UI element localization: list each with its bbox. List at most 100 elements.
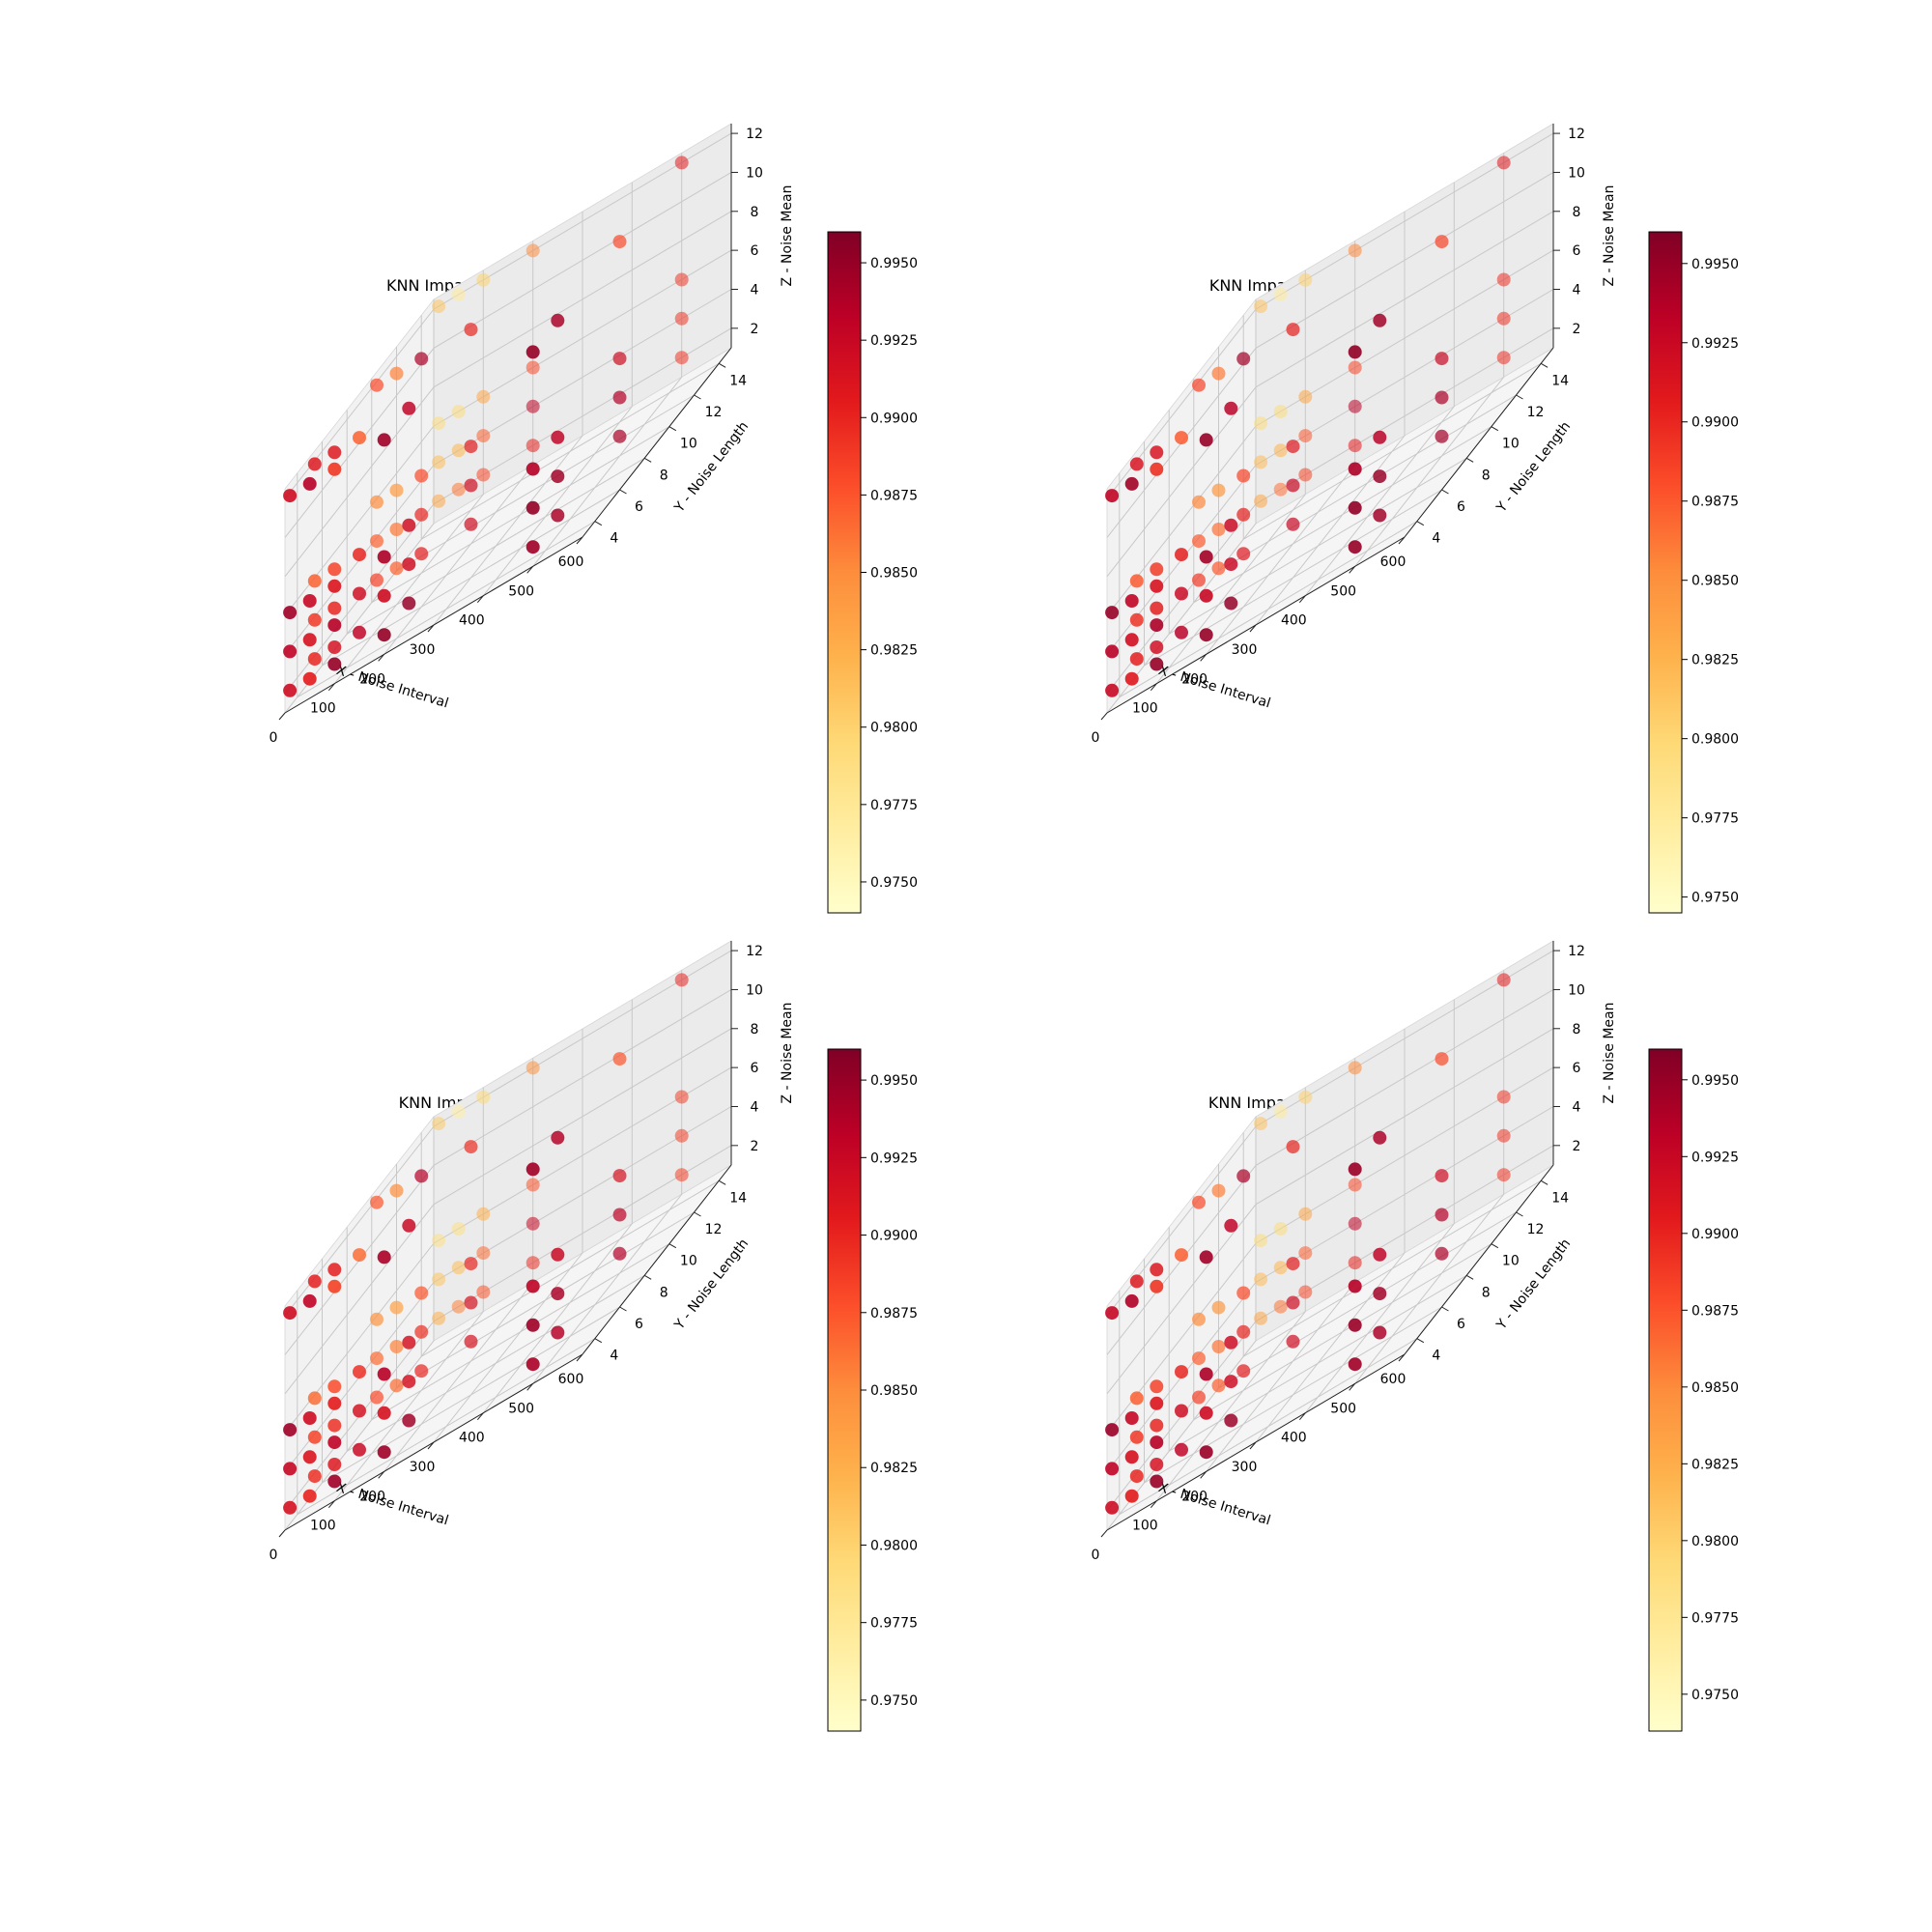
data-point [674,351,689,365]
data-point [1199,1406,1213,1420]
data-point [402,401,416,415]
data-point [1435,390,1449,405]
data-point [1254,455,1268,469]
y-tick-label: 6 [1457,499,1465,515]
y-tick-mark [694,394,701,400]
data-point [432,416,446,431]
data-point [451,287,466,301]
data-point [353,586,366,601]
data-point [402,596,416,611]
data-point [1236,1286,1251,1300]
data-point [451,405,466,418]
subplot-1: KNN Impact of Noise on Accuracy010020030… [270,123,918,914]
x-tick-label: 0 [1092,730,1100,746]
y-tick-label: 6 [635,1317,643,1332]
data-point [526,243,540,258]
z-axis-label: Z - Noise Mean [780,1003,795,1104]
z-tick-label: 6 [751,243,759,259]
x-tick-mark [1298,1412,1306,1420]
data-point [1224,1375,1238,1389]
colorbar-tick-label: 0.9800 [870,721,918,736]
z-tick-label: 8 [1573,205,1581,220]
z-tick-label: 6 [1573,243,1581,259]
data-point [283,606,298,620]
data-point [1348,1216,1362,1231]
data-point [551,1247,565,1262]
data-point [1192,1351,1206,1366]
data-point [612,1169,627,1183]
data-point [1496,272,1511,287]
data-point [1211,523,1226,536]
data-point [1150,1435,1164,1450]
data-point [1286,1334,1300,1349]
data-point [1373,430,1387,444]
data-point [414,1169,429,1183]
data-point [1105,606,1120,620]
data-point [1150,445,1164,460]
data-point [476,272,491,287]
y-tick-label: 8 [660,1285,668,1300]
data-point [1373,1325,1387,1340]
y-tick-mark [619,1306,627,1312]
data-point [1175,1365,1188,1379]
x-tick-label: 200 [1181,671,1208,687]
data-point [526,345,540,359]
z-tick-label: 8 [751,1022,759,1037]
data-point [1150,1379,1164,1394]
data-point [307,1469,322,1484]
data-point [389,523,404,536]
data-point [1211,1300,1226,1315]
data-point [551,313,565,327]
data-point [1496,1128,1511,1143]
data-point [526,462,540,476]
data-point [1224,1413,1238,1428]
y-tick-mark [694,1211,701,1217]
data-point [414,352,429,366]
data-point [1496,973,1511,987]
data-point [1496,311,1511,326]
gridline-y [1144,441,1442,667]
data-point [1175,586,1188,601]
data-point [283,1500,298,1515]
x-tick-mark [526,1383,534,1391]
x-tick-label: 0 [1092,1548,1100,1563]
data-point [1124,671,1139,686]
data-point [1298,429,1313,443]
gridline-y [346,1227,645,1453]
data-point [302,1489,317,1503]
colorbar-tick-label: 0.9775 [870,1616,918,1632]
gridline-y [1119,1290,1418,1516]
gridline-y [1144,1259,1442,1484]
x-axis-label: X - Noise Interval [1156,663,1272,712]
colorbar-tick-label: 0.9825 [870,1461,918,1476]
data-point [377,433,391,447]
data-point [1175,431,1188,445]
data-point [1298,1090,1313,1104]
colorbar-tick-label: 0.9950 [1691,1073,1739,1089]
data-point [402,1413,416,1428]
data-point [1150,579,1164,593]
data-point [1199,628,1213,642]
x-tick-label: 600 [1380,1372,1406,1387]
y-tick-mark [1416,1338,1425,1344]
z-tick-label: 10 [1568,982,1585,998]
z-tick-label: 2 [751,322,759,337]
y-tick-mark [594,1338,603,1344]
data-point [1124,1489,1139,1503]
y-tick-label: 8 [1482,1285,1491,1300]
data-point [1150,1458,1164,1471]
y-tick-label: 6 [1457,1317,1465,1332]
data-point [327,1263,342,1277]
data-point [402,557,416,572]
data-point [389,1183,404,1198]
y-axis-line [582,347,732,538]
z-tick-label: 2 [1573,1139,1581,1154]
x-tick-mark [1249,624,1257,633]
data-point [526,500,540,515]
data-point [1254,1117,1268,1131]
data-point [1273,287,1288,301]
x-tick-label: 400 [459,613,485,629]
data-point [283,1306,298,1321]
z-tick-label: 4 [1573,1099,1581,1115]
z-tick-label: 10 [746,165,763,181]
